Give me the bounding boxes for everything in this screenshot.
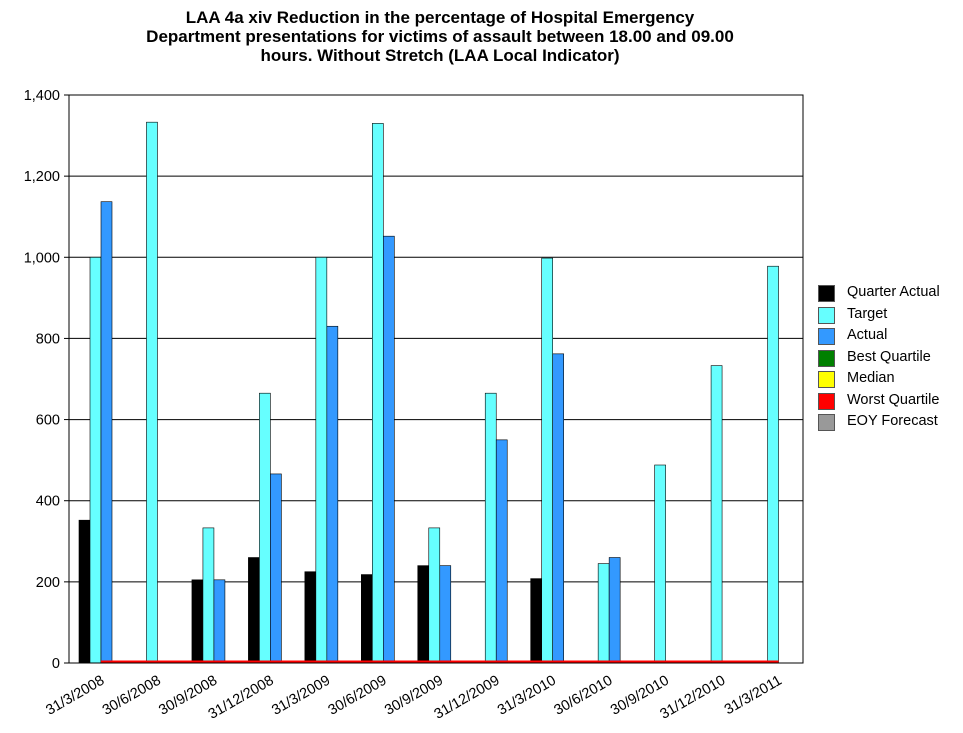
bar-target xyxy=(541,257,553,664)
y-tick-label: 1,200 xyxy=(24,169,60,185)
bar-quarter-actual xyxy=(248,557,260,664)
x-tick-label: 30/6/2008 xyxy=(100,673,164,719)
x-tick-label: 31/3/2008 xyxy=(43,673,107,719)
legend-label: Best Quartile xyxy=(847,348,931,365)
bar-quarter-actual xyxy=(361,574,373,664)
bar-actual xyxy=(100,201,113,664)
bar-quarter-actual xyxy=(304,571,317,664)
bar-actual xyxy=(608,557,621,664)
bar-actual xyxy=(383,235,395,664)
y-tick-label: 600 xyxy=(36,413,60,429)
chart-title-line-1: LAA 4a xiv Reduction in the percentage o… xyxy=(185,8,695,27)
bar-target xyxy=(767,265,779,664)
legend-label: Worst Quartile xyxy=(847,391,940,408)
legend-swatch xyxy=(818,349,835,367)
y-tick-label: 1,000 xyxy=(24,250,60,266)
legend-swatch xyxy=(818,414,835,431)
bar-target xyxy=(484,392,497,664)
legend-swatch xyxy=(818,392,835,410)
x-tick-label: 31/3/2009 xyxy=(269,673,333,719)
bar-target xyxy=(654,464,666,664)
legend-swatch xyxy=(818,328,835,345)
x-tick-label: 30/6/2009 xyxy=(326,673,390,719)
chart-title-line-3: hours. Without Stretch (LAA Local Indica… xyxy=(260,46,620,65)
bar-actual xyxy=(270,473,282,664)
chart-title-line-2: Department presentations for victims of … xyxy=(146,27,734,46)
y-tick-label: 800 xyxy=(36,331,60,347)
legend-label: EOY Forecast xyxy=(847,413,938,429)
bar-target xyxy=(89,256,102,664)
bar-target xyxy=(372,123,384,664)
bar-actual xyxy=(213,579,226,664)
legend-swatch xyxy=(818,285,835,302)
legend-swatch xyxy=(818,371,835,388)
y-tick-label: 400 xyxy=(36,494,60,510)
x-tick-label: 30/6/2010 xyxy=(552,673,616,719)
legend-label: Median xyxy=(847,370,895,386)
bar-quarter-actual xyxy=(530,578,542,664)
y-tick-label: 0 xyxy=(52,656,60,672)
bar-actual xyxy=(552,353,564,664)
x-tick-label: 31/3/2011 xyxy=(722,673,785,719)
bar-target xyxy=(710,365,723,664)
legend-label: Actual xyxy=(847,327,888,343)
legend-swatch xyxy=(818,306,835,324)
bar-target xyxy=(259,392,271,664)
bar-target xyxy=(428,527,441,664)
bar-actual xyxy=(495,439,508,664)
y-tick-label: 1,400 xyxy=(24,88,60,104)
legend-label: Target xyxy=(847,305,888,322)
bar-target xyxy=(202,527,215,664)
bar-target xyxy=(146,121,158,664)
chart-title: LAA 4a xiv Reduction in the percentage o… xyxy=(40,8,840,65)
plot-frame xyxy=(68,94,804,664)
bar-quarter-actual xyxy=(78,519,91,664)
bar-actual xyxy=(439,565,452,664)
bar-target xyxy=(315,256,328,664)
bar-quarter-actual xyxy=(417,565,430,664)
bar-target xyxy=(597,563,610,664)
y-tick-label: 200 xyxy=(36,575,60,591)
x-tick-label: 31/3/2010 xyxy=(495,673,559,719)
legend-label: Quarter Actual xyxy=(847,284,940,300)
bar-actual xyxy=(326,325,339,664)
bar-quarter-actual xyxy=(191,579,204,664)
